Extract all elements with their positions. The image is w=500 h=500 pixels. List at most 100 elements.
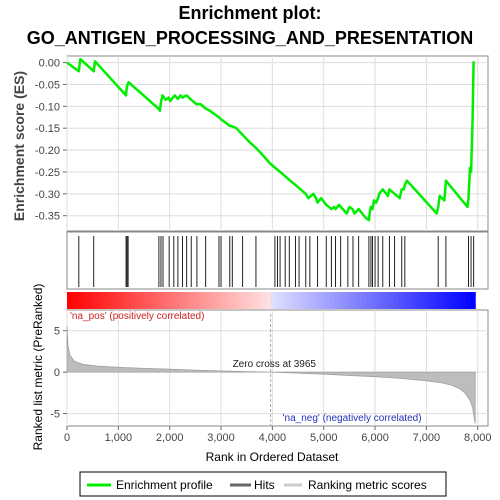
gradient-segment [198,292,204,309]
es-ytick-label: -0.05 [35,79,60,91]
es-ytick-label: -0.10 [35,101,60,113]
es-ytick-label: -0.30 [35,189,60,201]
gradient-segment [443,292,449,309]
gradient-segment [112,292,118,309]
gradient-segment [121,292,127,309]
gradient-segment [375,292,381,309]
gradient-segment [320,292,327,309]
gradient-segment [325,292,331,309]
gradient-segment [212,292,218,309]
gradient-segment [370,292,376,309]
gradient-segment [425,292,431,309]
legend: Enrichment profile Hits Ranking metric s… [79,471,447,497]
gradient-segment [384,292,390,309]
metric-ytick-label: 0 [54,367,60,379]
gradient-segment [280,292,286,309]
gradient-segment [379,292,386,309]
gradient-segment [266,292,272,309]
gradient-segment [144,292,150,309]
gradient-segment [184,292,191,309]
gradient-segment [225,292,231,309]
gradient-segment [416,292,422,309]
x-tick-label: 0 [64,432,70,444]
zero-cross-label: Zero cross at 3965 [233,359,317,370]
gradient-segment [366,292,372,309]
gradient-segment [420,292,426,309]
legend-hits-label: Hits [254,478,275,492]
gradient-segment [343,292,349,309]
metric-panel: 5 0 -5 Zero cross at 3965 'na_pos' (positive… [50,309,491,444]
x-tick-label: 6,000 [361,432,389,444]
gradient-segment [393,292,399,309]
gradient-segment [361,292,367,309]
gradient-segment [221,292,227,309]
gradient-segment [243,292,250,309]
enrichment-profile-line [66,57,475,222]
gradient-segment [148,292,154,309]
gradient-segment [388,292,395,309]
es-panel: 0.00 -0.05 -0.10 -0.15 -0.20 -0.25 -0.30 -0.35 [35,55,489,232]
es-ylabel: Enrichment score (ES) [11,71,27,221]
gradient-segment [457,292,463,309]
gradient-segment [470,292,476,309]
gradient-segment [284,292,290,309]
gradient-segment [230,292,236,309]
gradient-segment [67,292,73,309]
gradient-segment [407,292,413,309]
gradient-segment [262,292,268,309]
gradient-segment [207,292,213,309]
chart-title-line2: GO_ANTIGEN_PROCESSING_AND_PRESENTATION [27,28,473,48]
x-tick-label: 2,000 [156,432,184,444]
es-ytick-label: -0.25 [35,167,60,179]
x-tick-label: 3,000 [207,432,235,444]
gradient-segment [293,292,299,309]
gradient-segment [103,292,109,309]
metric-ytick-label: 5 [54,326,60,338]
metric-ytick-label: -5 [50,409,60,421]
gradient-segment [125,292,132,309]
gradient-segment [139,292,145,309]
gradient-segment [402,292,408,309]
gradient-segment [71,292,77,309]
gradient-segment [89,292,95,309]
gradient-segment [85,292,91,309]
gradient-segment [166,292,172,309]
gradient-segment [411,292,417,309]
es-ytick-label: -0.20 [35,145,60,157]
gradient-segment [162,292,168,309]
negative-correlation-label: 'na_neg' (negatively correlated) [283,413,422,424]
gradient-segment [153,292,159,309]
gradient-segment [289,292,295,309]
gradient-segment [429,292,435,309]
gradient-segment [257,292,263,309]
gradient-segment [302,292,308,309]
gradient-segment [135,292,141,309]
gradient-segment [447,292,454,309]
es-ytick-label: -0.15 [35,123,60,135]
gradient-segment [275,292,281,309]
gradient-segment [434,292,440,309]
gradient-segment [311,292,318,309]
gradient-segment [239,292,245,309]
metric-ylabel: Ranked list metric (PreRanked) [31,284,45,451]
gradient-segment [157,292,163,309]
gradient-segment [252,292,259,309]
gradient-segment [98,292,104,309]
ranking-metric-area [66,326,476,424]
gradient-segment [175,292,181,309]
gradient-panel [67,292,476,309]
legend-metric-label: Ranking metric scores [308,478,427,492]
x-tick-label: 1,000 [105,432,133,444]
gradient-segment [116,292,123,309]
gradient-segment [352,292,358,309]
gradient-segment [80,292,86,309]
gradient-segment [298,292,304,309]
gradient-segment [357,292,363,309]
x-tick-label: 5,000 [310,432,338,444]
gradient-segment [216,292,222,309]
gradient-segment [271,292,277,309]
gradient-segment [452,292,458,309]
es-plot-frame [66,55,489,232]
legend-enrichment-label: Enrichment profile [116,478,213,492]
